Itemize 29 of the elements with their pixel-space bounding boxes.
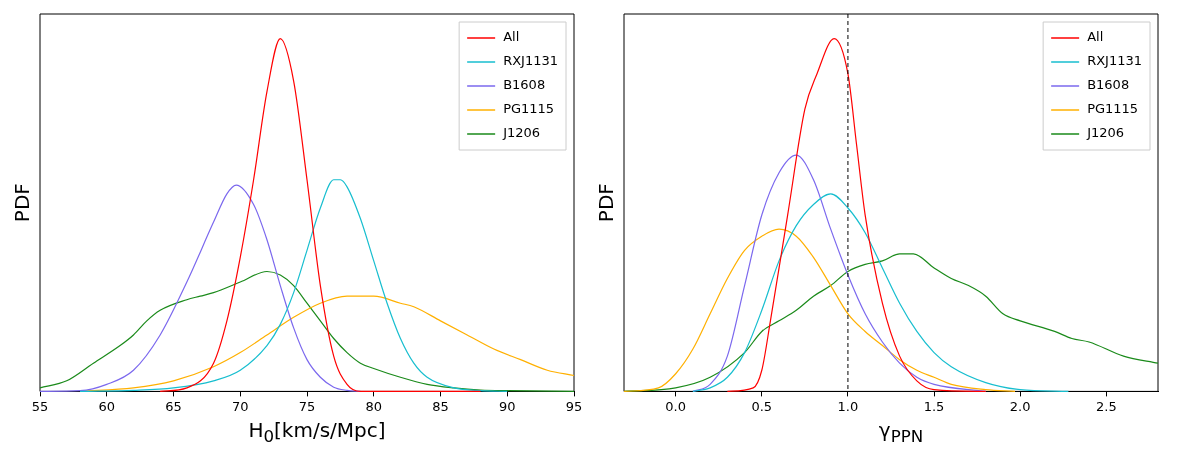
legend-label: J1206 — [502, 125, 541, 141]
y-axis-title: PDF — [10, 183, 35, 223]
legend-label: J1206 — [1086, 125, 1125, 141]
x-tick-label: 0.0 — [665, 398, 687, 414]
legend-label: B1608 — [503, 77, 546, 93]
x-tick-label: 90 — [498, 398, 516, 414]
legend-label: PG1115 — [1087, 101, 1139, 117]
legend-label: RXJ1131 — [1087, 53, 1142, 69]
x-tick-label: 75 — [298, 398, 316, 414]
x-tick-label: 0.5 — [751, 398, 773, 414]
legend-label: RXJ1131 — [503, 53, 558, 69]
x-tick-label: 1.0 — [837, 398, 859, 414]
legend-label: All — [503, 29, 520, 45]
x-tick-label: 60 — [98, 398, 116, 414]
x-tick-label: 55 — [31, 398, 49, 414]
legend-label: PG1115 — [503, 101, 555, 117]
x-tick-label: 1.5 — [923, 398, 945, 414]
x-axis-title: γ$_{PPN}$ — [877, 418, 925, 446]
legend-label: B1608 — [1087, 77, 1130, 93]
y-axis-title: PDF — [594, 183, 619, 223]
x-tick-label: 2.0 — [1009, 398, 1031, 414]
x-tick-label: 2.5 — [1095, 398, 1117, 414]
x-axis-title: H$_{0}$[km/s/Mpc] — [247, 418, 387, 446]
x-tick-label: 65 — [165, 398, 182, 414]
x-tick-label: 70 — [231, 398, 249, 414]
x-tick-label: 85 — [432, 398, 449, 414]
x-tick-label: 95 — [565, 398, 583, 414]
legend-label: All — [1087, 29, 1104, 45]
x-tick-label: 80 — [365, 398, 383, 414]
